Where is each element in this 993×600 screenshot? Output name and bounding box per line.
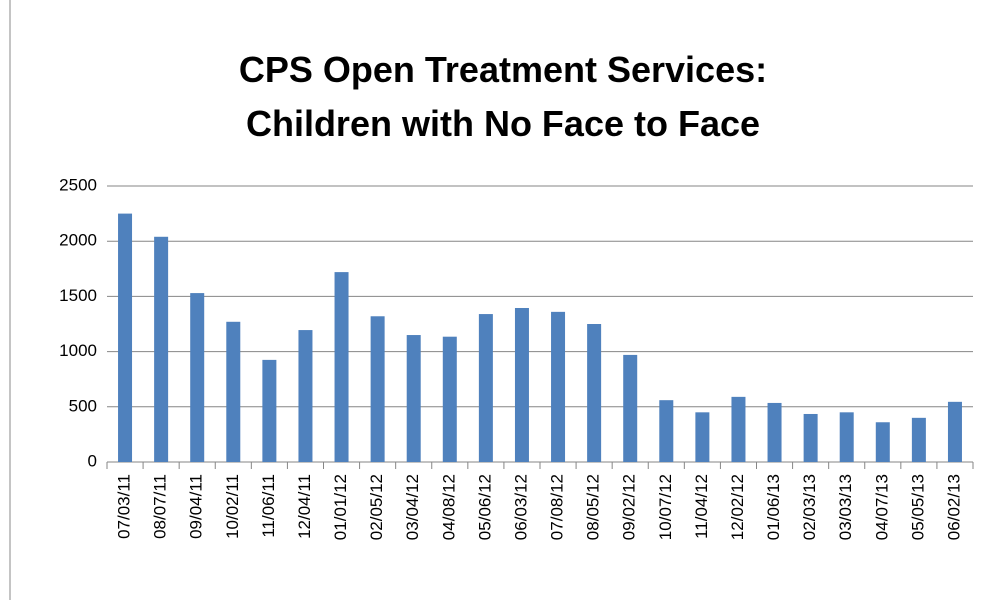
bar — [442, 336, 457, 462]
x-tick-label: 07/08/12 — [548, 474, 567, 540]
x-tick-label: 04/07/13 — [872, 474, 891, 540]
x-tick-label: 12/04/11 — [295, 474, 314, 539]
x-tick-label: 01/01/12 — [331, 474, 350, 540]
x-tick-label: 02/05/12 — [367, 474, 386, 540]
chart-title: CPS Open Treatment Services: — [239, 49, 767, 90]
chart-title: Children with No Face to Face — [246, 103, 760, 144]
bar — [947, 401, 962, 462]
bar — [478, 314, 493, 462]
x-tick-label: 04/08/12 — [439, 474, 458, 540]
bar — [587, 324, 602, 462]
bar — [767, 402, 782, 462]
x-tick-label: 08/05/12 — [584, 474, 603, 540]
bar — [659, 400, 674, 462]
bar — [875, 422, 890, 462]
bar — [298, 330, 313, 462]
bar — [370, 316, 385, 462]
bar — [803, 413, 818, 462]
y-tick-label: 500 — [69, 396, 97, 415]
x-tick-label: 06/02/13 — [944, 474, 963, 540]
x-tick-label: 06/03/12 — [511, 474, 530, 540]
bar — [551, 311, 566, 462]
x-tick-label: 05/06/12 — [475, 474, 494, 540]
y-tick-label: 2000 — [59, 231, 97, 250]
bar — [731, 396, 746, 462]
bar — [406, 335, 421, 462]
x-tick-label: 03/03/13 — [836, 474, 855, 540]
x-tick-label: 11/06/11 — [259, 474, 278, 538]
y-tick-label: 1000 — [59, 341, 97, 360]
bar — [911, 417, 926, 462]
x-tick-label: 12/02/12 — [728, 474, 747, 540]
bar — [514, 307, 529, 462]
x-tick-label: 10/02/11 — [223, 474, 242, 539]
y-tick-label: 1500 — [59, 286, 97, 305]
x-tick-label: 08/07/11 — [151, 474, 170, 539]
x-tick-label: 07/03/11 — [115, 474, 134, 539]
bar — [623, 354, 638, 462]
x-tick-label: 09/04/11 — [187, 474, 206, 539]
x-tick-label: 01/06/13 — [764, 474, 783, 540]
x-tick-label: 05/05/13 — [908, 474, 927, 540]
bar — [262, 359, 277, 462]
x-tick-label: 10/07/12 — [656, 474, 675, 540]
bar — [154, 236, 169, 462]
y-tick-label: 0 — [88, 451, 97, 470]
bar — [190, 293, 205, 462]
bar — [118, 213, 133, 462]
y-tick-label: 2500 — [59, 175, 97, 194]
bar — [334, 272, 349, 462]
bar — [226, 321, 241, 462]
x-tick-label: 03/04/12 — [403, 474, 422, 540]
bar — [839, 412, 854, 462]
x-tick-label: 02/03/13 — [800, 474, 819, 540]
x-tick-label: 11/04/12 — [692, 474, 711, 539]
x-tick-label: 09/02/12 — [620, 474, 639, 540]
bar — [695, 412, 710, 462]
